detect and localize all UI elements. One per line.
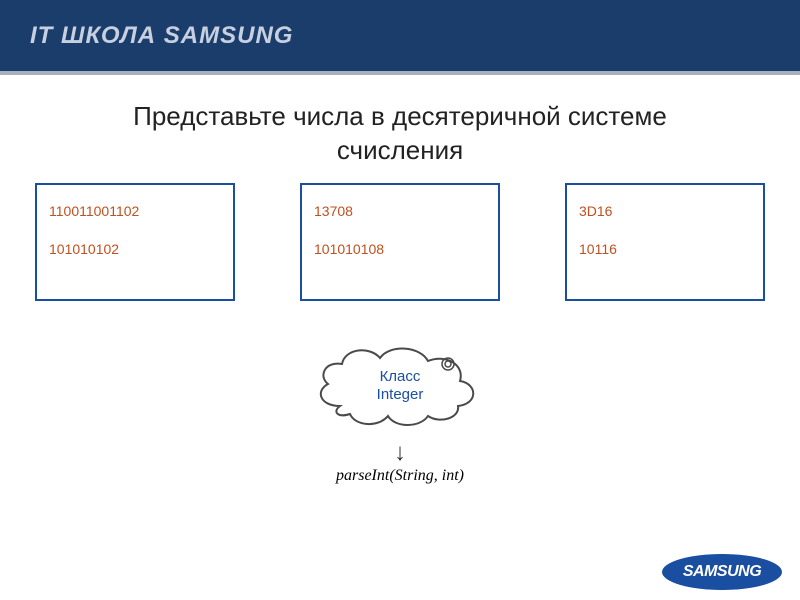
method-signature: parseInt(String, int)	[336, 467, 464, 485]
title-line2: счисления	[337, 135, 463, 165]
logo-text: SAMSUNG	[662, 554, 782, 590]
number-boxes-row: 110011001102 101010102 13708 101010108 3…	[0, 183, 800, 301]
box-value: 10116	[579, 241, 751, 257]
samsung-logo: SAMSUNG	[662, 554, 782, 590]
main-title: Представьте числа в десятеричной системе…	[0, 100, 800, 168]
cloud-shape: Класс Integer	[300, 336, 500, 436]
box-value: 101010108	[314, 241, 486, 257]
box-hex: 3D16 10116	[565, 183, 765, 301]
box-octal: 13708 101010108	[300, 183, 500, 301]
cloud-diagram: Класс Integer ↓ parseInt(String, int)	[0, 336, 800, 485]
header-banner: IT ШКОЛА SAMSUNG	[0, 0, 800, 75]
arrow-down-icon: ↓	[394, 441, 406, 465]
cloud-label: Класс Integer	[377, 368, 424, 404]
box-value: 101010102	[49, 241, 221, 257]
title-line1: Представьте числа в десятеричной системе	[133, 101, 667, 131]
box-value: 3D16	[579, 203, 751, 219]
cloud-line2: Integer	[377, 386, 424, 403]
cloud-line1: Класс	[380, 368, 421, 385]
box-value: 13708	[314, 203, 486, 219]
box-binary: 110011001102 101010102	[35, 183, 235, 301]
box-value: 110011001102	[49, 203, 221, 219]
header-title: IT ШКОЛА SAMSUNG	[30, 22, 293, 50]
